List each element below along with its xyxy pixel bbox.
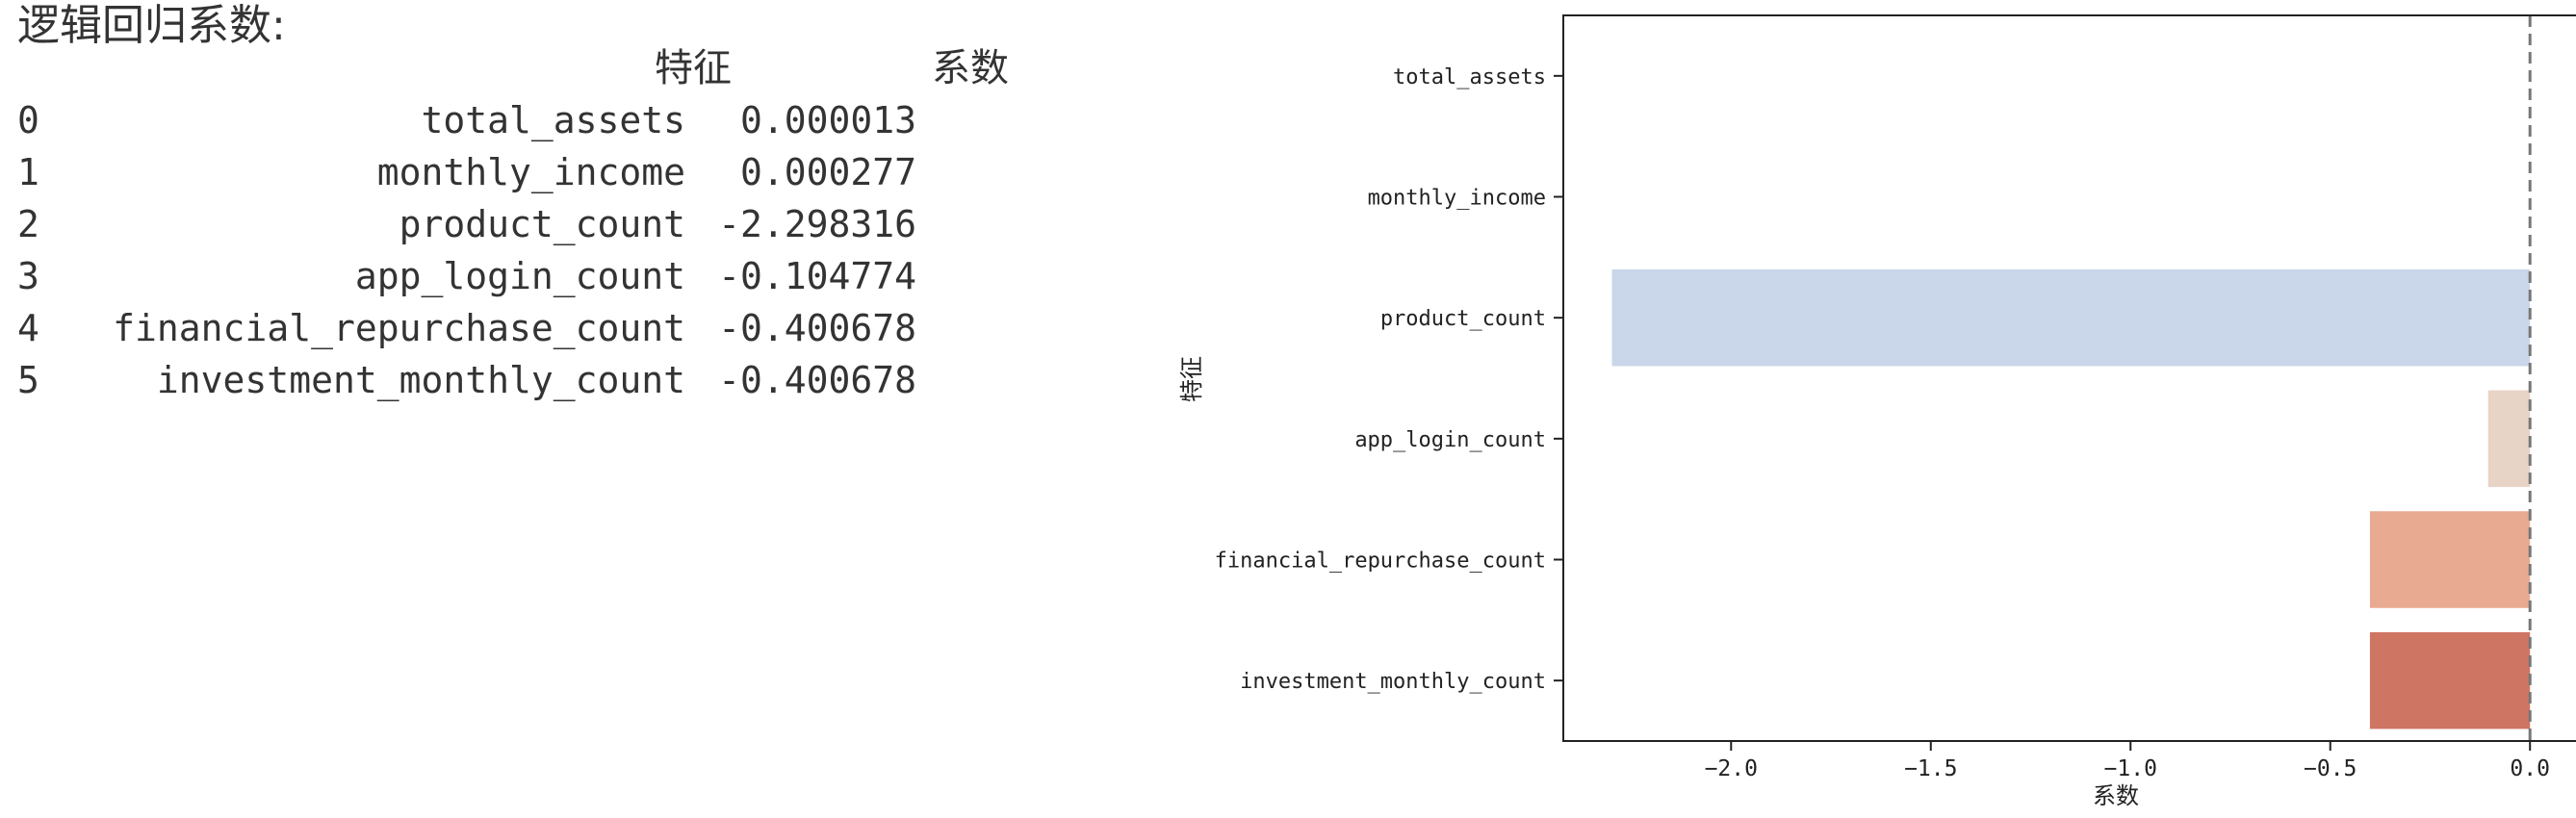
coefficient-heading: 逻辑回归系数:	[17, 1, 286, 50]
row-feature: monthly_income	[376, 151, 685, 193]
y-tick-label: investment_monthly_count	[1240, 670, 1546, 694]
row-index: 0	[17, 99, 39, 141]
bar-app-login-count	[2487, 390, 2531, 488]
row-coef: -0.104774	[718, 255, 916, 297]
y-tick-label: financial_repurchase_count	[1215, 550, 1546, 574]
x-axis-label: 系数	[2093, 782, 2139, 809]
row-index: 4	[17, 307, 39, 349]
row-feature: product_count	[399, 203, 685, 245]
row-feature: app_login_count	[354, 255, 685, 297]
y-axis: total_assets monthly_income product_counta…	[1215, 65, 1563, 694]
x-axis: −2.0 −1.5 −1.0 −0.5 0.0	[1705, 741, 2550, 781]
column-header-feature: 特征	[655, 46, 732, 90]
y-tick-label: app_login_count	[1354, 428, 1546, 452]
coefficient-bar-chart: total_assets monthly_income product_counta…	[1178, 14, 2576, 809]
coefficient-dataframe: 特征 系数 0 total_assets 0.000013 1 monthly_inco…	[0, 0, 1059, 423]
row-coef: -0.400678	[718, 307, 916, 349]
coefficient-printout: 逻辑回归系数: 特征 系数 0 total_assets 0.000013 1 mont…	[0, 0, 1136, 814]
column-header-coef: 系数	[932, 46, 1009, 90]
x-tick-label: −2.0	[1705, 756, 1758, 781]
y-tick-label: monthly_income	[1368, 187, 1546, 211]
row-index: 1	[17, 151, 39, 193]
bar-product-count	[1611, 268, 2531, 367]
row-coef: -0.400678	[718, 359, 916, 401]
row-index: 3	[17, 255, 39, 297]
row-index: 5	[17, 359, 39, 401]
y-tick-label: total_assets	[1393, 65, 1546, 89]
x-tick-label: −1.0	[2104, 756, 2157, 781]
row-coef: 0.000277	[739, 151, 916, 193]
y-tick-label: product_count	[1380, 307, 1546, 331]
row-feature: total_assets	[421, 99, 685, 141]
bar-group	[1611, 27, 2531, 729]
x-tick-label: 0.0	[2510, 756, 2550, 781]
x-tick-label: −0.5	[2304, 756, 2357, 781]
bar-financial-repurchase-count	[2369, 511, 2531, 608]
row-feature: financial_repurchase_count	[113, 307, 685, 349]
bar-investment-monthly-count	[2369, 631, 2531, 729]
row-feature: investment_monthly_count	[156, 359, 685, 401]
y-axis-label: 特征	[1178, 356, 1205, 402]
plot-frame	[1562, 14, 2576, 742]
row-coef: -2.298316	[718, 203, 916, 245]
row-index: 2	[17, 203, 39, 245]
bar-monthly-income	[2530, 148, 2531, 245]
x-tick-label: −1.5	[1904, 756, 1957, 781]
row-coef: 0.000013	[739, 99, 916, 141]
